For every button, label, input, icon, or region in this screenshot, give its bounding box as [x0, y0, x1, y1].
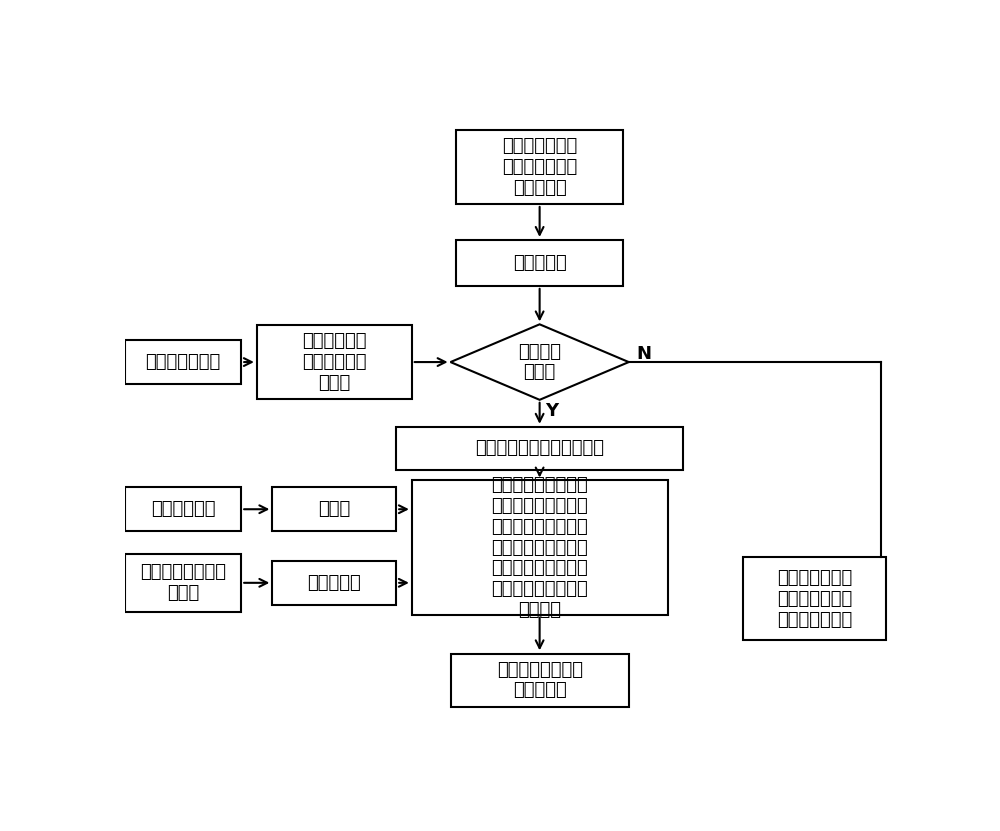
FancyBboxPatch shape: [396, 426, 683, 470]
FancyBboxPatch shape: [125, 488, 241, 531]
Text: Y: Y: [545, 401, 558, 420]
FancyBboxPatch shape: [743, 558, 886, 641]
Text: 实际值＜
目标值: 实际值＜ 目标值: [518, 342, 561, 381]
FancyBboxPatch shape: [257, 325, 412, 399]
Text: 发动机启动: 发动机启动: [513, 254, 566, 272]
FancyBboxPatch shape: [272, 488, 396, 531]
Text: 空燃比: 空燃比: [318, 500, 350, 519]
FancyBboxPatch shape: [125, 554, 241, 612]
Text: 气缸内残余废
气的温度和热
力状态: 气缸内残余废 气的温度和热 力状态: [302, 332, 366, 392]
Text: 根据排气氧传感器得
到该循环的汽油喷射
量；根据曲轴和凸轮
轴位置传感器得到发
动机转速并控制汽油
喷射时刻和火花塞点
火时刻。: 根据排气氧传感器得 到该循环的汽油喷射 量；根据曲轴和凸轮 轴位置传感器得到发 …: [491, 476, 588, 619]
Polygon shape: [451, 324, 629, 400]
FancyBboxPatch shape: [412, 480, 668, 615]
FancyBboxPatch shape: [125, 341, 241, 384]
Text: 电控单元加热控制模块启动: 电控单元加热控制模块启动: [475, 440, 604, 457]
Text: 排气温度传感器: 排气温度传感器: [146, 353, 221, 371]
Text: 排气氧传感器: 排气氧传感器: [151, 500, 215, 519]
Text: N: N: [637, 345, 652, 363]
FancyBboxPatch shape: [451, 653, 629, 706]
Text: 曲轴和凸轮轴位置
传感器: 曲轴和凸轮轴位置 传感器: [140, 563, 226, 602]
FancyBboxPatch shape: [456, 240, 623, 286]
FancyBboxPatch shape: [456, 130, 623, 204]
Text: 发动机转速: 发动机转速: [307, 574, 361, 592]
FancyBboxPatch shape: [272, 561, 396, 605]
Text: 电控单元加热控
制模块关闭，试
验控制模块开启: 电控单元加热控 制模块关闭，试 验控制模块开启: [777, 569, 852, 628]
Text: 汽油喷射系统开启
火花塞点火: 汽油喷射系统开启 火花塞点火: [497, 661, 583, 700]
Text: 设定气缸内残余
废气温度和热力
状态目标值: 设定气缸内残余 废气温度和热力 状态目标值: [502, 137, 577, 197]
